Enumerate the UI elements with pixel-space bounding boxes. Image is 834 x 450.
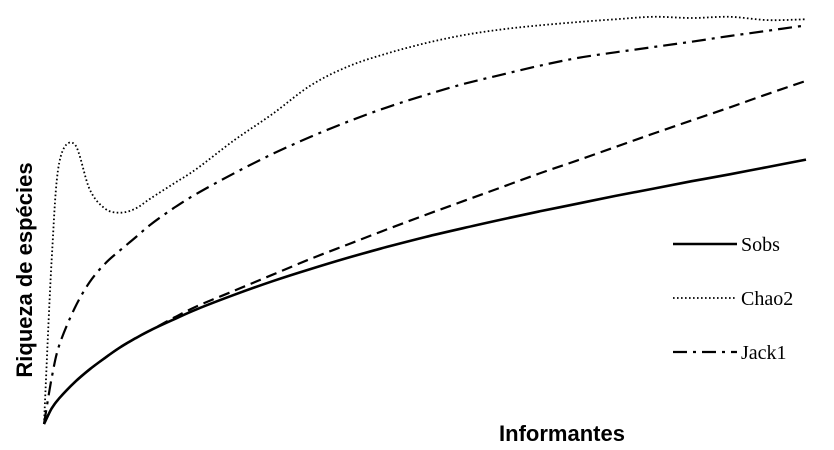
- curves-group: [42, 15, 807, 425]
- y-axis-label: Riqueza de espécies: [12, 162, 37, 377]
- legend-label-sobs: Sobs: [741, 234, 780, 256]
- legend: Sobs Chao2 Jack1: [673, 234, 793, 364]
- legend-label-jack1: Jack1: [741, 342, 787, 364]
- x-axis-label: Informantes: [499, 421, 625, 446]
- series-4-line: [43, 79, 807, 425]
- sobs-line: [42, 158, 807, 425]
- legend-label-chao2: Chao2: [741, 288, 793, 310]
- chao2-line: [43, 15, 807, 425]
- jack1-line: [42, 24, 807, 425]
